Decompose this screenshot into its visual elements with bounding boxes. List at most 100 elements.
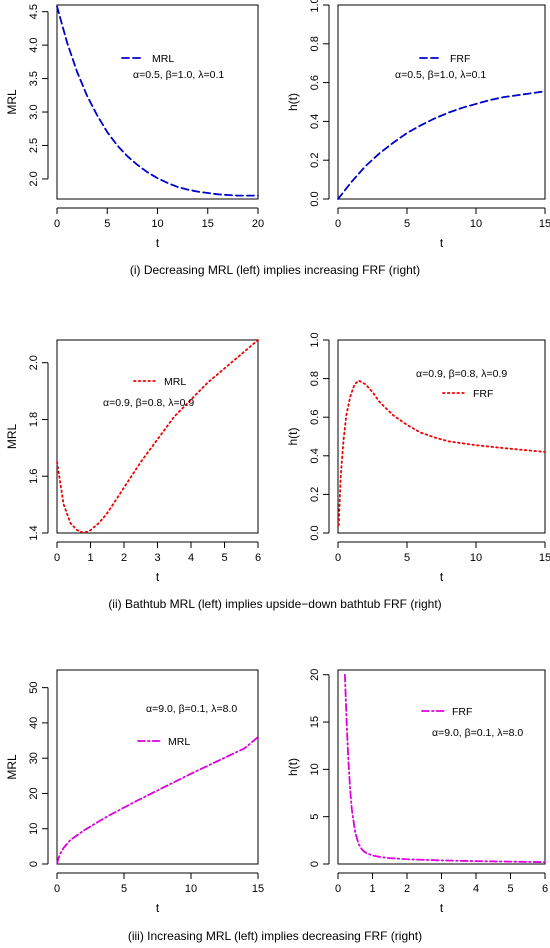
parameter-annotation: α=0.9, β=0.8, λ=0.9 bbox=[103, 397, 194, 409]
legend-label: FRF bbox=[450, 53, 470, 65]
x-tick-label: 10 bbox=[470, 552, 482, 564]
y-tick-label: 0 bbox=[28, 861, 40, 867]
y-tick-label: 4.0 bbox=[28, 37, 40, 52]
x-tick-label: 15 bbox=[539, 218, 550, 230]
parameter-annotation: α=0.9, β=0.8, λ=0.9 bbox=[416, 368, 507, 380]
y-tick-label: 2.0 bbox=[28, 171, 40, 186]
x-axis-title: t bbox=[440, 570, 444, 584]
parameter-annotation: α=0.5, β=1.0, λ=0.1 bbox=[133, 69, 224, 81]
x-tick-label: 4 bbox=[188, 552, 194, 564]
y-tick-label: 40 bbox=[28, 717, 40, 729]
x-tick-label: 1 bbox=[87, 552, 93, 564]
y-tick-label: 0.4 bbox=[309, 448, 321, 463]
y-tick-label: 1.0 bbox=[309, 0, 321, 13]
x-tick-label: 5 bbox=[221, 552, 227, 564]
x-tick-label: 4 bbox=[473, 883, 479, 895]
y-axis-title: h(t) bbox=[286, 427, 300, 445]
caption-iii: (iii) Increasing MRL (left) implies decr… bbox=[128, 929, 422, 943]
legend-label: FRF bbox=[473, 388, 493, 400]
y-axis-title: MRL bbox=[5, 89, 19, 115]
series-line-mrl bbox=[56, 5, 259, 197]
y-tick-label: 1.4 bbox=[28, 525, 40, 540]
x-tick-label: 0 bbox=[54, 552, 60, 564]
x-axis-title: t bbox=[440, 901, 444, 915]
plot-iii-right: 0 1 2 3 4 5 6 0 5 10 15 20 t h(t) FRF α=9.0, β=0.1, λ=8… bbox=[286, 669, 548, 915]
x-tick-label: 10 bbox=[185, 883, 197, 895]
x-tick-label: 0 bbox=[54, 218, 60, 230]
x-tick-label: 5 bbox=[104, 218, 110, 230]
y-tick-label: 2.5 bbox=[28, 138, 40, 153]
x-tick-label: 10 bbox=[151, 218, 163, 230]
legend-label: MRL bbox=[152, 53, 174, 65]
y-tick-label: 10 bbox=[309, 763, 321, 775]
y-axis-title: MRL bbox=[5, 424, 19, 450]
y-tick-label: 4.5 bbox=[28, 4, 40, 19]
y-tick-label: 0.0 bbox=[309, 525, 321, 540]
y-tick-label: 5 bbox=[309, 814, 321, 820]
y-tick-label: 1.6 bbox=[28, 469, 40, 484]
x-tick-label: 5 bbox=[404, 552, 410, 564]
y-tick-label: 0.0 bbox=[309, 191, 321, 206]
plot-frame bbox=[337, 339, 546, 534]
x-tick-label: 0 bbox=[335, 218, 341, 230]
plot-iii-left: 0 5 10 15 0 10 20 30 40 50 t MRL MRL α=9.0, β=0.1, λ=… bbox=[5, 669, 264, 915]
series-line-frf bbox=[344, 673, 546, 864]
y-tick-label: 0.2 bbox=[309, 487, 321, 502]
x-tick-label: 20 bbox=[252, 218, 264, 230]
y-tick-label: 0.6 bbox=[309, 410, 321, 425]
y-tick-label: 2.0 bbox=[28, 355, 40, 370]
parameter-annotation: α=0.5, β=1.0, λ=0.1 bbox=[395, 69, 486, 81]
x-tick-label: 15 bbox=[252, 883, 264, 895]
x-tick-label: 3 bbox=[438, 883, 444, 895]
caption-ii: (ii) Bathtub MRL (left) implies upside−d… bbox=[108, 597, 441, 611]
x-tick-label: 3 bbox=[154, 552, 160, 564]
x-tick-label: 6 bbox=[542, 883, 548, 895]
y-axis-title: h(t) bbox=[286, 93, 300, 111]
x-tick-label: 10 bbox=[470, 218, 482, 230]
y-axis-title: h(t) bbox=[286, 758, 300, 776]
plot-frame bbox=[56, 669, 259, 865]
caption-i: (i) Decreasing MRL (left) implies increa… bbox=[130, 263, 420, 277]
y-tick-label: 0 bbox=[309, 861, 321, 867]
y-tick-label: 0.6 bbox=[309, 75, 321, 90]
legend-label: MRL bbox=[168, 736, 190, 748]
y-tick-label: 1.8 bbox=[28, 412, 40, 427]
y-tick-label: 30 bbox=[28, 752, 40, 764]
x-tick-label: 2 bbox=[404, 883, 410, 895]
x-tick-label: 6 bbox=[255, 552, 261, 564]
y-tick-label: 0.2 bbox=[309, 153, 321, 168]
y-tick-label: 3.5 bbox=[28, 71, 40, 86]
y-tick-label: 3.0 bbox=[28, 104, 40, 119]
y-tick-label: 15 bbox=[309, 716, 321, 728]
parameter-annotation: α=9.0, β=0.1, λ=8.0 bbox=[146, 703, 237, 715]
series-line-frf bbox=[337, 90, 546, 200]
x-tick-label: 1 bbox=[369, 883, 375, 895]
y-tick-label: 0.4 bbox=[309, 114, 321, 129]
y-tick-label: 0.8 bbox=[309, 36, 321, 51]
series-line-mrl bbox=[56, 339, 259, 534]
x-tick-label: 5 bbox=[507, 883, 513, 895]
x-tick-label: 15 bbox=[202, 218, 214, 230]
plot-i-right: 0 5 10 15 0.0 0.2 0.4 0.6 0.8 1.0 t h(t) FRF α=0.5, β… bbox=[286, 0, 550, 250]
y-tick-label: 1.0 bbox=[309, 332, 321, 347]
plot-ii-right: 0 5 10 15 0.0 0.2 0.4 0.6 0.8 1.0 t h(t) FRF α=0.9, β… bbox=[286, 332, 550, 584]
x-tick-label: 0 bbox=[54, 883, 60, 895]
x-tick-label: 0 bbox=[335, 552, 341, 564]
x-axis-title: t bbox=[156, 570, 160, 584]
legend-label: FRF bbox=[452, 706, 472, 718]
plot-i-left: 0 5 10 15 20 2.0 2.5 3.0 3.5 4.0 4.5 t MRL MRL α=0.5, … bbox=[5, 4, 264, 250]
legend-label: MRL bbox=[164, 376, 186, 388]
y-tick-label: 50 bbox=[28, 682, 40, 694]
y-tick-label: 0.8 bbox=[309, 371, 321, 386]
x-axis-title: t bbox=[440, 236, 444, 250]
plot-frame bbox=[56, 4, 259, 200]
x-tick-label: 0 bbox=[335, 883, 341, 895]
x-axis-title: t bbox=[156, 901, 160, 915]
y-axis-title: MRL bbox=[5, 754, 19, 780]
x-tick-label: 5 bbox=[121, 883, 127, 895]
y-tick-label: 20 bbox=[309, 669, 321, 681]
plot-ii-left: 0 1 2 3 4 5 6 1.4 1.6 1.8 2.0 t MRL MRL α=0.9, β=0.8, … bbox=[5, 339, 261, 584]
series-line-frf bbox=[337, 379, 546, 527]
plot-frame bbox=[56, 339, 259, 534]
